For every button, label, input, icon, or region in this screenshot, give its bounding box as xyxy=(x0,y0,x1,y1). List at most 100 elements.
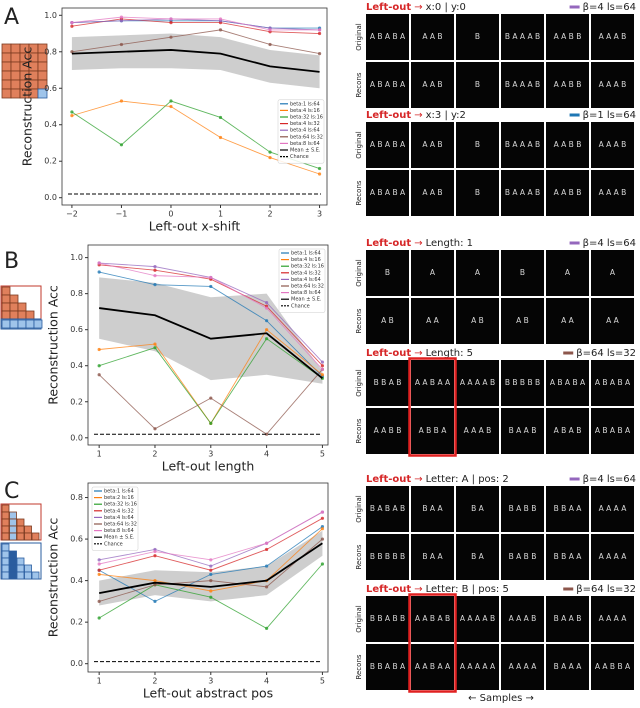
icon-cell xyxy=(1,550,10,559)
data-point xyxy=(97,347,101,352)
mean-line xyxy=(98,542,323,594)
icon-cell xyxy=(1,571,10,580)
left-out-label: Left-out xyxy=(366,2,411,13)
data-point xyxy=(265,626,269,630)
data-point xyxy=(268,42,272,47)
x-tick-label: −1 xyxy=(116,210,128,219)
data-point xyxy=(265,564,269,568)
sample-tile xyxy=(591,644,634,690)
sample-tile xyxy=(366,644,409,690)
sample-tile xyxy=(411,408,454,454)
legend-label: beta:1 ls:64 xyxy=(290,101,320,107)
tile-text: A A A B xyxy=(509,614,537,623)
icon-cell xyxy=(1,286,11,296)
sample-tile xyxy=(366,298,409,344)
condition: Letter: B | pos: 5 xyxy=(426,584,509,595)
legend-label: Chance xyxy=(104,541,123,547)
y-tick-label: 0.8 xyxy=(70,493,83,502)
x-tick-label: 0 xyxy=(168,210,173,219)
tile-text: A B B A xyxy=(419,426,448,435)
data-point xyxy=(268,155,272,160)
tile-text: B B B B B xyxy=(370,552,405,561)
y-tick-label: 0.4 xyxy=(70,361,83,370)
left-out-label: Left-out xyxy=(366,348,411,359)
x-tick-label: 3 xyxy=(208,450,213,459)
arrow: → xyxy=(414,584,422,595)
tile-text: A A B xyxy=(422,32,442,41)
data-point xyxy=(320,516,325,520)
y-tick-label: 0.6 xyxy=(70,325,83,334)
legend-label: beta:8 ls:64 xyxy=(104,528,134,534)
sample-tile xyxy=(366,534,409,580)
data-point xyxy=(97,364,101,368)
icon-cell xyxy=(33,319,43,329)
sample-tile xyxy=(501,298,544,344)
left-out-label: Left-out xyxy=(366,584,411,595)
sample-tile xyxy=(591,122,634,168)
legend-label: beta:8 ls:64 xyxy=(291,290,321,296)
sample-tile xyxy=(411,298,454,344)
data-point xyxy=(153,342,157,346)
sample-tile xyxy=(501,596,544,642)
tile-text: B A A xyxy=(422,552,443,561)
icon-cell xyxy=(1,43,12,54)
tile-text: A A A A xyxy=(599,552,628,561)
y-tick-label: 0.0 xyxy=(70,659,83,668)
tile-text: A A xyxy=(426,316,440,325)
icon-cell xyxy=(1,504,10,513)
sample-tile xyxy=(501,14,544,60)
legend-box xyxy=(91,486,139,551)
y-axis-label: Reconstruction Acc xyxy=(20,47,35,167)
data-point xyxy=(119,99,124,103)
panel-label: C xyxy=(4,479,19,504)
group-header: Left-out → Letter: A | pos: 2 xyxy=(366,474,509,485)
x-tick-label: −2 xyxy=(66,210,78,219)
tile-text: B A A A B xyxy=(505,188,540,197)
tile-text: B B A B xyxy=(374,378,402,387)
tile-text: B xyxy=(475,32,480,41)
sample-tile xyxy=(501,360,544,406)
data-point xyxy=(153,268,157,272)
sample-tile xyxy=(501,534,544,580)
data-point xyxy=(320,537,325,541)
tile-text: B xyxy=(475,140,480,149)
icon-cell xyxy=(17,319,27,329)
sample-tile xyxy=(456,534,499,580)
tile-text: A xyxy=(430,268,436,277)
legend-label: Mean ± S.E. xyxy=(290,148,321,154)
data-point xyxy=(209,579,213,583)
sample-tile xyxy=(411,122,454,168)
tile-text: A A A B xyxy=(599,140,627,149)
left-out-label: Left-out xyxy=(366,110,411,121)
tile-text: B xyxy=(385,268,390,277)
legend-box xyxy=(277,99,325,164)
sample-tile xyxy=(366,486,409,532)
legend-label: beta:2 ls:16 xyxy=(104,495,134,501)
x-tick-label: 5 xyxy=(320,677,325,686)
sample-tile xyxy=(411,534,454,580)
samples-caption: ← Samples → xyxy=(468,693,534,704)
y-tick-label: 0.2 xyxy=(70,397,83,406)
tile-text: B xyxy=(475,80,480,89)
data-point xyxy=(97,572,101,576)
data-point xyxy=(153,265,157,269)
tile-text: A B xyxy=(381,316,394,325)
icon-cell xyxy=(9,525,17,534)
data-point xyxy=(209,558,213,562)
icon-cell xyxy=(25,310,35,320)
sample-tile xyxy=(591,486,634,532)
tile-text: A A A A xyxy=(509,662,538,671)
sample-tile xyxy=(546,14,589,60)
se-band xyxy=(71,33,320,89)
sample-tile xyxy=(411,644,454,690)
row-label: Recons xyxy=(355,180,363,205)
tile-text: A A A A B xyxy=(460,378,495,387)
legend-label: beta:1 ls:64 xyxy=(104,489,134,495)
data-point xyxy=(209,564,213,568)
model-label: β=64 ls=32 xyxy=(576,348,636,359)
icon-cell xyxy=(1,79,12,90)
sample-tile xyxy=(546,250,589,296)
y-axis-label: Reconstruction Acc xyxy=(46,285,61,405)
tile-text: B A xyxy=(471,504,485,513)
